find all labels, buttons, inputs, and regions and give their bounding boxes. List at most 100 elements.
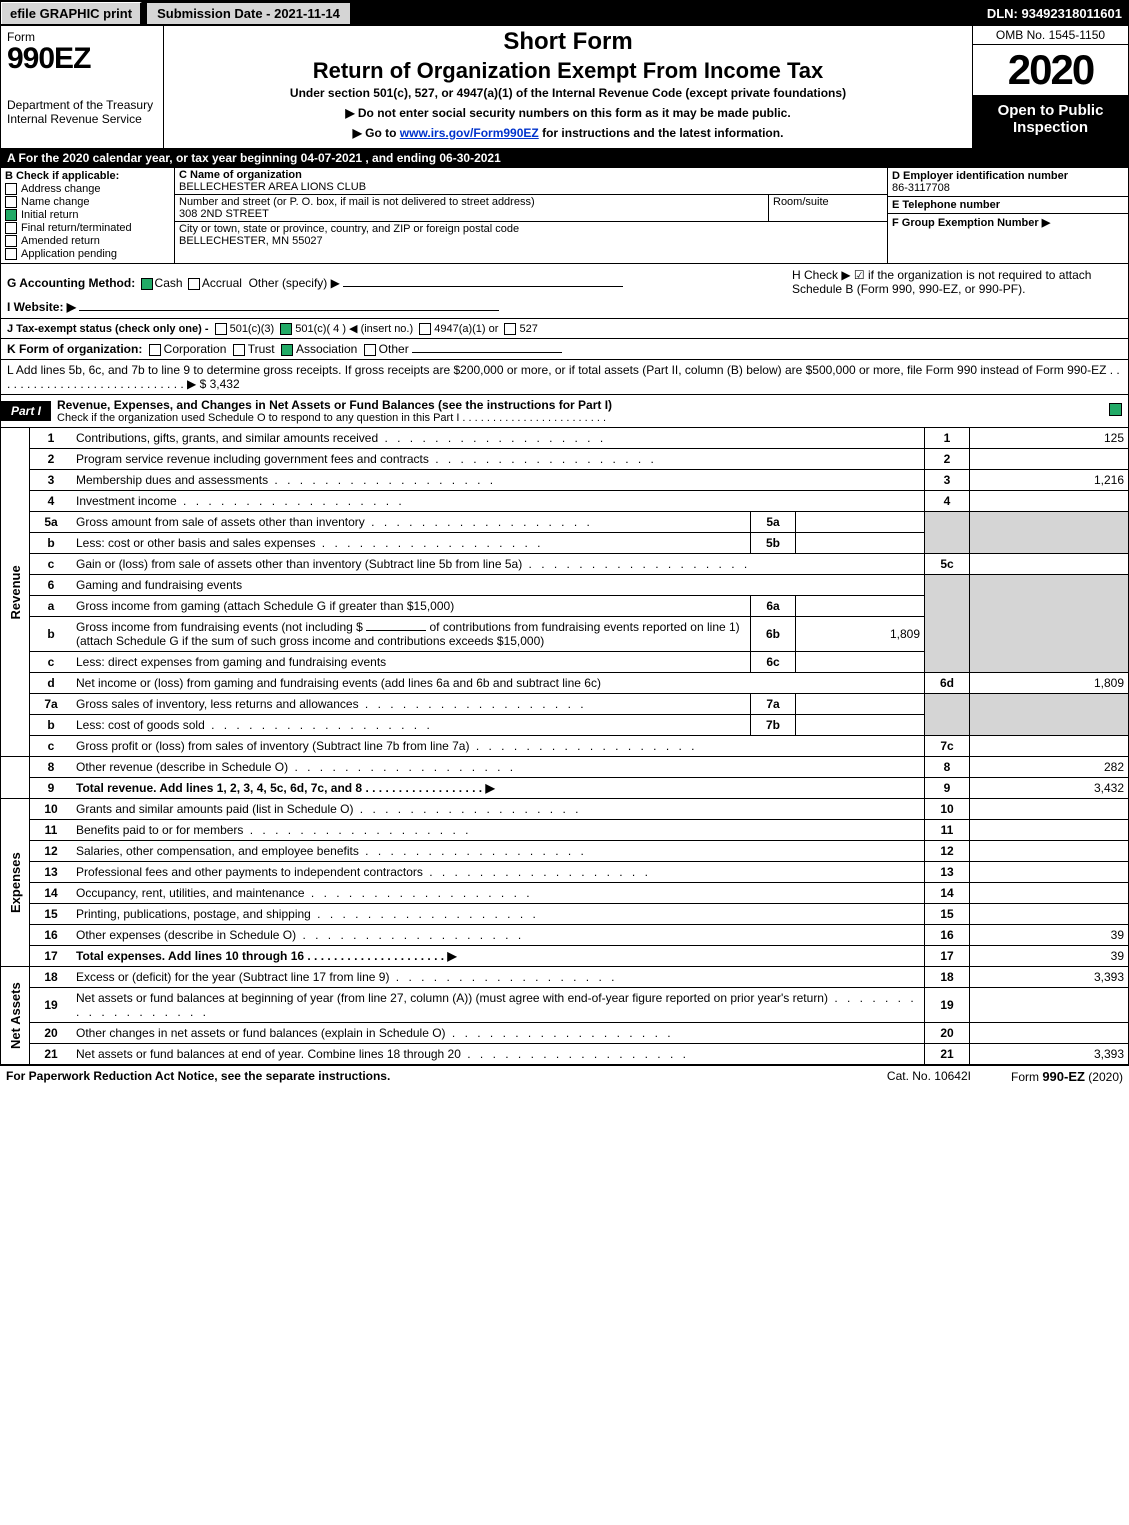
chk-final-return[interactable]: Final return/terminated: [5, 222, 170, 234]
irs-link[interactable]: www.irs.gov/Form990EZ: [400, 126, 539, 140]
line-no: c: [30, 736, 73, 757]
col-num: 18: [925, 967, 970, 988]
desc-pre: Gross income from fundraising events (no…: [76, 620, 363, 634]
line-no: 14: [30, 883, 73, 904]
sub-no: 6b: [751, 617, 796, 652]
table-row: 12 Salaries, other compensation, and emp…: [1, 841, 1129, 862]
k-label: K Form of organization:: [7, 342, 142, 356]
ein-value: 86-3117708: [892, 182, 950, 194]
desc-text: Benefits paid to or for members: [76, 823, 243, 837]
chk-527[interactable]: [504, 323, 516, 335]
line-no: a: [30, 596, 73, 617]
org-name-label: C Name of organization: [179, 169, 302, 181]
chk-trust[interactable]: [233, 344, 245, 356]
col-num: 15: [925, 904, 970, 925]
chk-name-change[interactable]: Name change: [5, 196, 170, 208]
chk-address-change[interactable]: Address change: [5, 183, 170, 195]
j-opt4: 527: [519, 323, 537, 335]
chk-corp[interactable]: [149, 344, 161, 356]
part-schedule-o-check[interactable]: [1103, 403, 1128, 419]
col-val: [970, 904, 1129, 925]
chk-label: Address change: [21, 183, 101, 195]
col-val: [970, 491, 1129, 512]
desc-text: Other changes in net assets or fund bala…: [76, 1026, 446, 1040]
under-section: Under section 501(c), 527, or 4947(a)(1)…: [170, 86, 966, 100]
col-num: 6d: [925, 673, 970, 694]
part-subtext: Check if the organization used Schedule …: [57, 412, 1097, 424]
cat-no: Cat. No. 10642I: [887, 1069, 971, 1084]
section-b-through-f: B Check if applicable: Address change Na…: [0, 168, 1129, 264]
sub-no: 5b: [751, 533, 796, 554]
chk-4947[interactable]: [419, 323, 431, 335]
line-desc: Investment income: [72, 491, 925, 512]
page-footer: For Paperwork Reduction Act Notice, see …: [0, 1065, 1129, 1087]
sub-no: 5a: [751, 512, 796, 533]
line-no: 16: [30, 925, 73, 946]
table-row: 4 Investment income 4: [1, 491, 1129, 512]
col-val: [970, 449, 1129, 470]
chk-501c3[interactable]: [215, 323, 227, 335]
chk-accrual[interactable]: [188, 278, 200, 290]
chk-assoc[interactable]: [281, 344, 293, 356]
desc-text: Net assets or fund balances at beginning…: [76, 991, 828, 1005]
line-desc: Salaries, other compensation, and employ…: [72, 841, 925, 862]
section-h-text: H Check ▶ ☑ if the organization is not r…: [792, 268, 1091, 296]
part-tab: Part I: [1, 401, 51, 421]
col-val: [970, 736, 1129, 757]
chk-application-pending[interactable]: Application pending: [5, 248, 170, 260]
org-name-row: C Name of organization BELLECHESTER AREA…: [175, 168, 887, 195]
col-num: 20: [925, 1023, 970, 1044]
k-assoc: Association: [296, 342, 357, 356]
form-ref-pre: Form: [1011, 1070, 1042, 1084]
l-text: L Add lines 5b, 6c, and 7b to line 9 to …: [7, 363, 1120, 391]
dln-label: DLN: 93492318011601: [987, 6, 1128, 21]
table-row: 6 Gaming and fundraising events: [1, 575, 1129, 596]
chk-amended-return[interactable]: Amended return: [5, 235, 170, 247]
col-num: 17: [925, 946, 970, 967]
col-num: 16: [925, 925, 970, 946]
line-desc: Gross income from gaming (attach Schedul…: [72, 596, 751, 617]
table-row: 17 Total expenses. Add lines 10 through …: [1, 946, 1129, 967]
grey-cell: [925, 512, 970, 554]
chk-other[interactable]: [364, 344, 376, 356]
line-no: 4: [30, 491, 73, 512]
line-desc: Net assets or fund balances at beginning…: [72, 988, 925, 1023]
website-field[interactable]: [79, 310, 499, 311]
city-row: City or town, state or province, country…: [175, 222, 887, 263]
other-specify-field[interactable]: [343, 286, 623, 287]
sub-val: [796, 694, 925, 715]
line-no: 1: [30, 428, 73, 449]
section-j: J Tax-exempt status (check only one) - 5…: [0, 319, 1129, 339]
line-no: 8: [30, 757, 73, 778]
k-other-field[interactable]: [412, 352, 562, 353]
line-desc: Total expenses. Add lines 10 through 16 …: [72, 946, 925, 967]
street-label: Number and street (or P. O. box, if mail…: [179, 196, 535, 208]
line-no: 20: [30, 1023, 73, 1044]
checkbox-icon: [5, 183, 17, 195]
efile-print-button[interactable]: efile GRAPHIC print: [1, 2, 142, 24]
col-val: [970, 988, 1129, 1023]
grey-cell: [970, 575, 1129, 673]
form-header: Form 990EZ Department of the Treasury In…: [0, 26, 1129, 149]
chk-initial-return[interactable]: Initial return: [5, 209, 170, 221]
grey-cell: [970, 694, 1129, 736]
chk-501c[interactable]: [280, 323, 292, 335]
org-name-value: BELLECHESTER AREA LIONS CLUB: [179, 181, 366, 193]
table-row: 21 Net assets or fund balances at end of…: [1, 1044, 1129, 1065]
department-label: Department of the Treasury Internal Reve…: [7, 98, 157, 127]
other-label: Other (specify) ▶: [249, 276, 340, 290]
chk-cash[interactable]: [141, 278, 153, 290]
line-desc: Other revenue (describe in Schedule O): [72, 757, 925, 778]
table-row: Net Assets 18 Excess or (deficit) for th…: [1, 967, 1129, 988]
section-def: D Employer identification number 86-3117…: [887, 168, 1128, 263]
desc-text: Contributions, gifts, grants, and simila…: [76, 431, 378, 445]
submission-date-badge: Submission Date - 2021-11-14: [146, 2, 351, 25]
line-desc: Gross sales of inventory, less returns a…: [72, 694, 751, 715]
section-b: B Check if applicable: Address change Na…: [1, 168, 175, 263]
col-num: 3: [925, 470, 970, 491]
line-desc: Printing, publications, postage, and shi…: [72, 904, 925, 925]
contrib-amount-field[interactable]: [366, 630, 426, 631]
line-no: 6: [30, 575, 73, 596]
ssn-caution: ▶ Do not enter social security numbers o…: [170, 106, 966, 120]
col-num: 7c: [925, 736, 970, 757]
